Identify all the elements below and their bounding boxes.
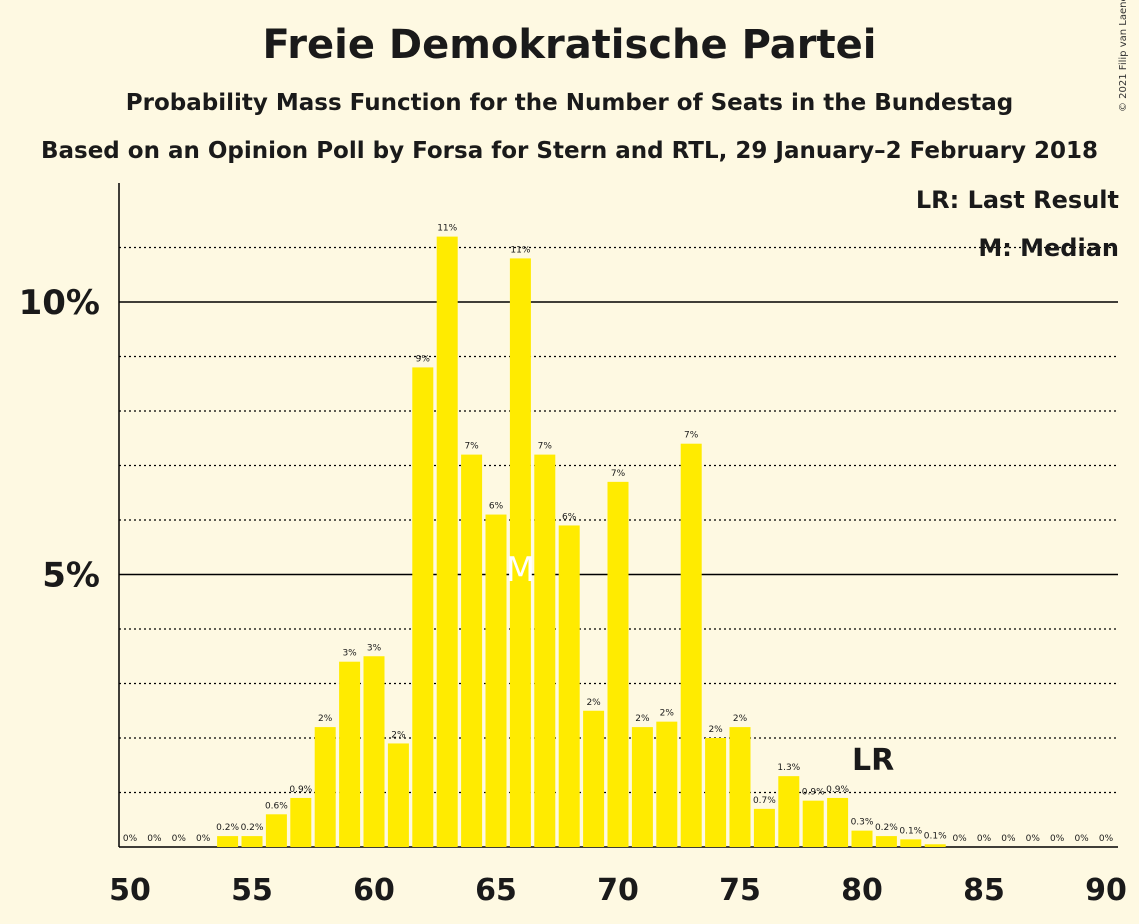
data-label: 0% [147, 834, 162, 844]
bar [436, 236, 458, 848]
data-label: 0.2% [875, 823, 898, 833]
data-label: 0% [1026, 834, 1041, 844]
data-label: 7% [538, 442, 553, 452]
bar [461, 454, 483, 847]
last-result-marker: LR [852, 743, 894, 778]
chart-subtitle: Probability Mass Function for the Number… [125, 90, 1014, 116]
bar [851, 830, 873, 847]
data-label: 0.2% [241, 823, 264, 833]
data-label: 0.1% [924, 831, 947, 841]
bar [534, 454, 556, 847]
data-label: 0% [1099, 834, 1114, 844]
bar [265, 814, 287, 847]
data-label: 6% [489, 502, 504, 512]
bar [339, 661, 361, 847]
y-tick-label: 5% [42, 556, 100, 596]
x-tick-label: 75 [719, 873, 761, 908]
data-label: 0.2% [216, 823, 239, 833]
data-label: 7% [611, 469, 626, 479]
data-label: 11% [510, 245, 530, 255]
bar [558, 525, 580, 847]
data-label: 3% [342, 649, 357, 659]
data-label: 3% [367, 643, 382, 653]
legend-last-result: LR: Last Result [915, 186, 1119, 214]
data-label: 2% [733, 714, 748, 724]
data-label: 0% [196, 834, 211, 844]
data-label: 1.3% [777, 763, 800, 773]
bar [314, 727, 336, 847]
bar [583, 710, 605, 847]
data-label: 0% [952, 834, 967, 844]
data-label: 0% [172, 834, 187, 844]
data-label: 2% [635, 714, 650, 724]
data-label: 0% [1050, 834, 1065, 844]
bar [778, 776, 800, 847]
y-tick-label: 10% [19, 283, 100, 323]
x-tick-label: 70 [597, 873, 639, 908]
data-label: 11% [437, 224, 457, 234]
bar [412, 367, 434, 847]
data-label: 0% [1001, 834, 1016, 844]
x-tick-label: 85 [963, 873, 1005, 908]
data-label: 0.7% [753, 796, 776, 806]
data-label: 0.9% [289, 785, 312, 795]
bar [290, 797, 312, 847]
bar [509, 258, 531, 847]
x-tick-label: 80 [841, 873, 883, 908]
bar [705, 738, 727, 847]
bar [729, 727, 751, 847]
chart-title: Freie Demokratische Partei [262, 22, 877, 68]
bar [217, 836, 239, 847]
data-label: 2% [586, 698, 601, 708]
data-label: 2% [391, 730, 406, 740]
bar [656, 721, 678, 847]
median-marker: M [506, 550, 535, 590]
bar [924, 844, 946, 847]
x-tick-label: 55 [231, 873, 273, 908]
bar [363, 656, 385, 847]
legend-median: M: Median [978, 234, 1119, 262]
data-label: 0% [1074, 834, 1089, 844]
bar [802, 800, 824, 847]
data-label: 0.1% [899, 826, 922, 836]
data-label: 9% [416, 354, 431, 364]
data-label: 0.9% [826, 785, 849, 795]
bar [241, 836, 263, 847]
bar [753, 808, 775, 847]
bar [875, 836, 897, 847]
bar [607, 481, 629, 847]
data-label: 6% [562, 512, 577, 522]
data-label: 0% [977, 834, 992, 844]
bar [900, 839, 922, 847]
data-label: 2% [318, 714, 333, 724]
data-label: 7% [684, 431, 699, 441]
data-label: 0.9% [802, 788, 825, 798]
data-label: 0% [123, 834, 138, 844]
chart-source: Based on an Opinion Poll by Forsa for St… [40, 138, 1099, 164]
bar [485, 514, 507, 847]
data-label: 0.3% [851, 818, 874, 828]
x-tick-label: 65 [475, 873, 517, 908]
data-label: 7% [464, 442, 479, 452]
data-label: 2% [708, 725, 723, 735]
x-tick-label: 50 [109, 873, 151, 908]
bar [680, 443, 702, 847]
data-label: 0.6% [265, 801, 288, 811]
x-tick-label: 90 [1085, 873, 1127, 908]
data-label: 2% [660, 709, 675, 719]
bar [387, 743, 409, 847]
bar [631, 727, 653, 847]
bar [827, 797, 849, 847]
x-tick-label: 60 [353, 873, 395, 908]
